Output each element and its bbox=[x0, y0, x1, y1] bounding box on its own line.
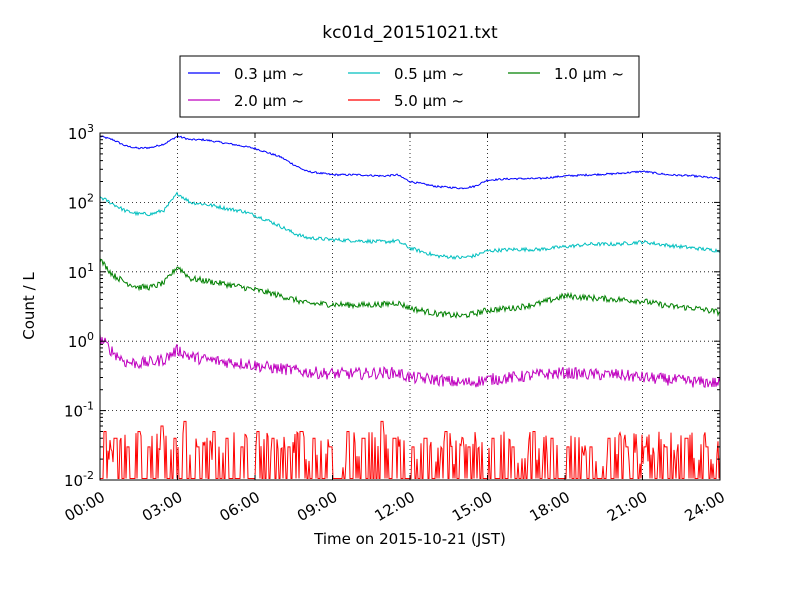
series-line bbox=[100, 258, 720, 319]
legend-label: 2.0 μm ~ bbox=[234, 92, 304, 110]
legend-label: 0.5 μm ~ bbox=[394, 65, 464, 83]
y-tick-base: 10 bbox=[64, 403, 83, 421]
grid bbox=[100, 133, 720, 480]
y-tick-base: 10 bbox=[68, 333, 87, 351]
series-line bbox=[100, 333, 720, 388]
legend: 0.3 μm ~ 0.5 μm ~ 1.0 μm ~ 2.0 μm ~ 5.0 μm ~ bbox=[179, 55, 640, 118]
x-axis-label: Time on 2015-10-21 (JST) bbox=[313, 530, 506, 548]
y-axis-label: Count / L bbox=[20, 272, 38, 340]
x-tick-label: 03:00 bbox=[139, 488, 185, 525]
y-tick-exponent: 0 bbox=[87, 330, 94, 343]
y-tick-label: 10-1 bbox=[64, 400, 94, 421]
series-group bbox=[100, 135, 720, 479]
y-tick-base: 10 bbox=[68, 125, 87, 143]
x-tick-label: 24:00 bbox=[682, 488, 728, 525]
x-tick-label: 12:00 bbox=[372, 488, 418, 525]
x-tick-label: 21:00 bbox=[604, 488, 650, 525]
x-tick-label: 15:00 bbox=[449, 488, 495, 525]
x-tick-label: 06:00 bbox=[217, 488, 263, 525]
legend-box bbox=[179, 55, 640, 118]
y-tick-base: 10 bbox=[68, 194, 87, 212]
y-tick-exponent: -2 bbox=[83, 469, 94, 482]
x-tick-label: 18:00 bbox=[527, 488, 573, 525]
series-line bbox=[100, 135, 720, 190]
y-tick-exponent: -1 bbox=[83, 400, 94, 413]
y-tick-base: 10 bbox=[68, 264, 87, 282]
y-tick-exponent: 2 bbox=[87, 191, 94, 204]
x-tick-label: 09:00 bbox=[294, 488, 340, 525]
legend-label: 5.0 μm ~ bbox=[394, 92, 464, 110]
y-tick-exponent: 3 bbox=[87, 122, 94, 135]
chart-title: kc01d_20151021.txt bbox=[322, 23, 498, 43]
y-tick-exponent: 1 bbox=[87, 261, 94, 274]
legend-label: 1.0 μm ~ bbox=[554, 65, 624, 83]
y-tick-label: 101 bbox=[68, 261, 94, 282]
legend-label: 0.3 μm ~ bbox=[234, 65, 304, 83]
y-tick-label: 100 bbox=[68, 330, 94, 351]
x-axis: 00:00 03:00 06:00 09:00 12:00 15:00 18:00 21:00… bbox=[62, 133, 728, 525]
y-tick-label: 102 bbox=[68, 191, 94, 212]
x-tick-label: 00:00 bbox=[62, 488, 108, 525]
y-tick-base: 10 bbox=[64, 472, 83, 490]
y-tick-label: 103 bbox=[68, 122, 94, 143]
series-line bbox=[100, 191, 720, 261]
y-tick-label: 10-2 bbox=[64, 469, 94, 490]
